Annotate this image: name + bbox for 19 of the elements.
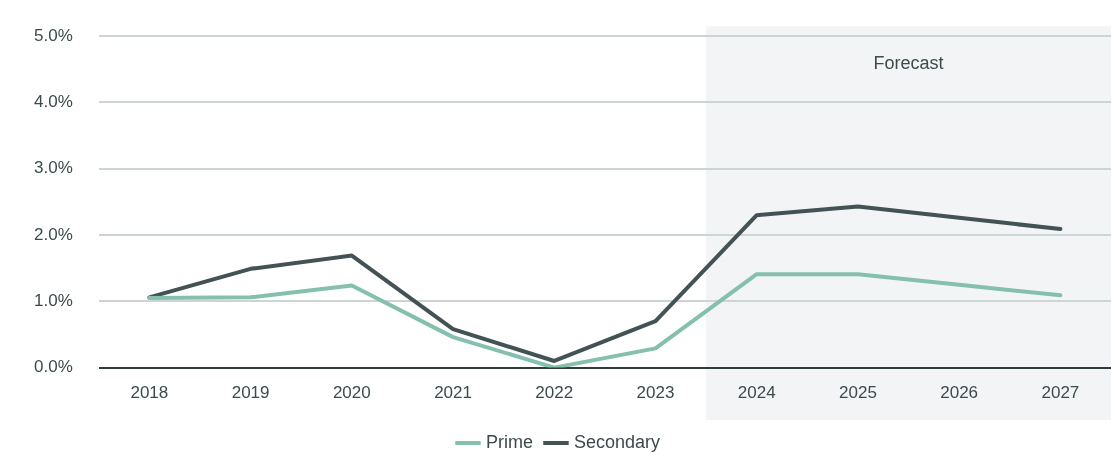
x-tick-label: 2021 [434, 383, 472, 403]
x-tick-label: 2025 [839, 383, 877, 403]
x-tick-label: 2019 [231, 383, 270, 403]
x-tick-label: 2024 [737, 383, 776, 403]
x-tick-label: 2026 [940, 383, 979, 403]
y-tick-label: 1.0% [34, 291, 73, 311]
legend-label: Prime [485, 431, 533, 452]
x-tick-label: 2020 [332, 383, 371, 403]
y-tick-label: 3.0% [34, 158, 73, 178]
x-tick-label: 2027 [1041, 383, 1080, 403]
x-tick-label: 2022 [535, 383, 574, 403]
y-tick-label: 4.0% [34, 92, 73, 112]
y-tick-label: 5.0% [34, 25, 73, 45]
x-tick-label: 2023 [636, 383, 675, 403]
y-tick-label: 0.0% [34, 357, 73, 377]
band-label: Forecast [873, 53, 944, 74]
x-tick-label: 2018 [130, 383, 169, 403]
legend-label: Secondary [573, 431, 661, 452]
y-tick-label: 2.0% [34, 224, 73, 244]
